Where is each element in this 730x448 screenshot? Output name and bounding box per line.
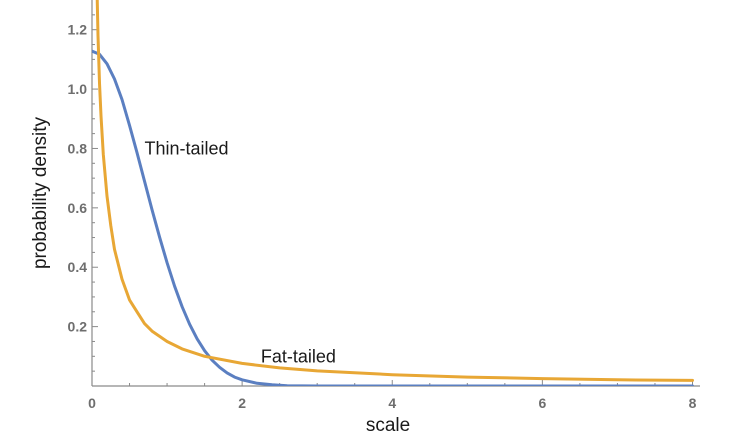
y-axis: 0.2 0.4 0.6 0.8 1.0 1.2 (68, 0, 98, 386)
y-tick-label: 0.4 (68, 259, 88, 275)
fat-tailed-annotation: Fat-tailed (261, 346, 336, 366)
y-tick-label: 0.8 (68, 140, 88, 156)
series-lines (92, 0, 694, 386)
y-tick-label: 1.0 (68, 81, 88, 97)
y-tick-label: 0.2 (68, 319, 88, 335)
thin-tailed-curve (92, 49, 694, 386)
fat-tailed-curve (95, 0, 694, 382)
x-tick-label: 0 (88, 395, 96, 411)
x-tick-label: 8 (689, 395, 697, 411)
x-axis-title: scale (366, 415, 410, 436)
y-tick-label: 1.2 (68, 22, 88, 38)
y-tick-label: 0.6 (68, 200, 88, 216)
x-tick-label: 6 (538, 395, 546, 411)
thin-tailed-annotation: Thin-tailed (145, 138, 229, 158)
annotations: Thin-tailed Fat-tailed (145, 138, 336, 366)
x-tick-label: 2 (238, 395, 246, 411)
y-axis-title: probability density (30, 116, 51, 269)
x-tick-label: 4 (388, 395, 396, 411)
